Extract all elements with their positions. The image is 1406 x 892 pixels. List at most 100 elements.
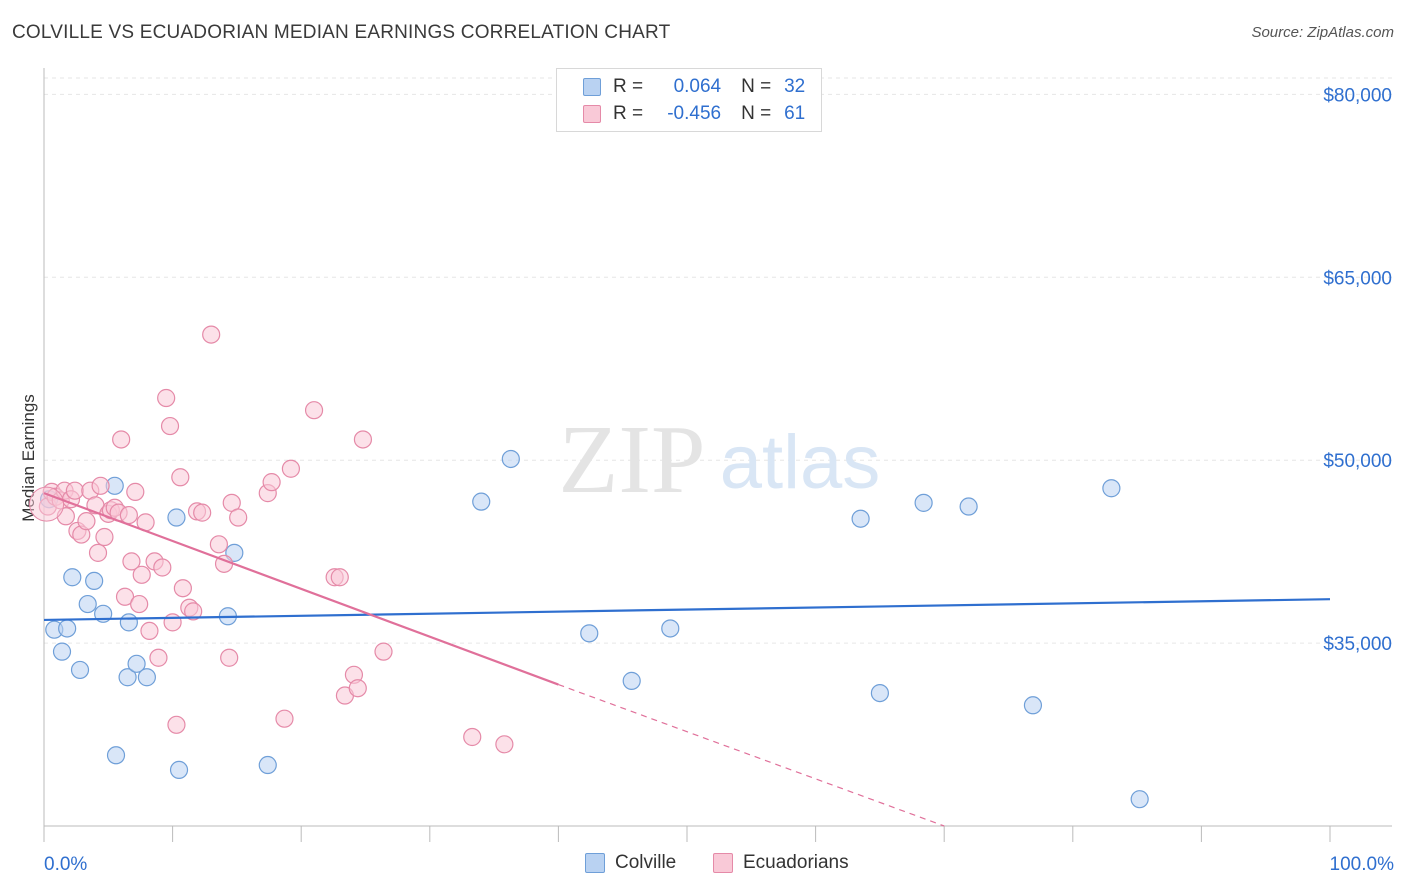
colville-point [78,594,97,614]
ecuadorians-point [171,468,190,487]
colville-point [58,619,77,638]
colville-swatch [583,78,601,96]
ecuadorians-point [132,565,151,584]
colville-point [661,619,680,638]
ecuadorians-point [119,505,138,525]
ecuadorians-swatch [583,105,601,123]
colville-point [52,642,72,661]
ecuadorians-point [173,579,192,598]
y-tick-labels: $35,000 $50,000 $65,000 $80,000 [1323,85,1392,655]
ecuadorians-point [126,482,145,501]
colville-point [472,492,491,511]
ecuadorians-point [220,648,239,667]
watermark: ZIP atlas [559,406,881,514]
ecuadorians-point [209,535,228,554]
colville-point [70,660,90,680]
x-tick-label: 100.0% [1330,854,1395,875]
ecuadorians-point [262,473,281,492]
colville-point [870,683,890,703]
colville-point [167,508,186,527]
colville-point [169,760,189,780]
data-points [29,325,1149,809]
colville-point [63,568,82,587]
y-tick-label: $50,000 [1323,451,1392,472]
y-axis-label: Median Earnings [19,394,38,522]
ecuadorians-point [112,430,131,449]
colville-trend-line [43,598,1331,622]
colville-point [959,497,978,516]
bottom-legend-ecuadorians: Ecuadorians [713,852,849,874]
x-tick-label: 0.0% [44,854,87,875]
source-label: Source: ZipAtlas.com [1251,24,1394,41]
colville-point [258,755,277,775]
ecuadorians-point [304,401,324,420]
r-label: R = [613,76,644,97]
ecuadorians-point [140,621,159,641]
colville-point [85,571,104,591]
colville-point [914,493,933,512]
ecuadorians-n-value: 61 [784,103,806,124]
r-label: R = [613,103,644,124]
colville-point [106,746,126,765]
colville-point [127,654,146,673]
axes [43,68,1392,842]
ecuadorians-point [153,558,172,577]
n-label: N = [741,103,772,124]
ecuadorians-trend-extension [558,683,945,827]
ecuadorians-point [29,486,65,522]
ecuadorians-point [281,459,301,478]
colville-n-value: 32 [784,76,806,97]
colville-point [118,668,137,687]
ecuadorians-point [91,476,110,495]
ecuadorians-point [149,648,168,667]
ecuadorians-point [157,388,176,408]
ecuadorians-point [330,568,349,587]
colville-point [1102,479,1121,498]
n-label: N = [741,76,772,97]
ecuadorians-point [65,481,84,500]
ecuadorians-point [202,325,221,344]
ecuadorians-point [374,642,393,661]
ecuadorians-point [463,727,482,747]
ecuadorians-point [193,503,212,522]
legend-row-colville: R = 0.064 N = 32 [583,75,805,99]
y-tick-label: $35,000 [1323,634,1392,655]
colville-legend-swatch [585,853,605,873]
ecuadorians-point [184,602,203,621]
colville-point [501,449,520,469]
colville-r-value: 0.064 [673,76,722,97]
ecuadorians-point [275,709,294,728]
watermark-atlas: atlas [720,420,881,505]
colville-point [137,668,156,687]
colville-legend-label: Colville [615,852,677,873]
ecuadorians-point [353,430,373,449]
ecuadorians-point [95,527,114,547]
y-tick-label: $65,000 [1323,268,1392,289]
colville-point [1023,696,1043,715]
chart-title: COLVILLE VS ECUADORIAN MEDIAN EARNINGS C… [12,22,671,43]
trend-lines [43,492,1331,827]
ecuadorians-point [88,543,108,562]
colville-point [580,624,599,643]
ecuadorians-point [130,594,149,614]
ecuadorians-point [229,508,248,527]
ecuadorians-r-value: -0.456 [667,103,722,124]
gridlines [44,77,1392,644]
colville-point [119,613,138,632]
ecuadorians-point [160,416,180,436]
ecuadorians-legend-swatch [713,853,733,873]
correlation-legend: R = 0.064 N = 32 R = -0.456 N = 61 [556,68,822,132]
ecuadorians-point [115,587,135,606]
ecuadorians-point [163,613,182,632]
ecuadorians-legend-label: Ecuadorians [743,852,849,873]
legend-row-ecuadorians: R = -0.456 N = 61 [583,102,805,126]
ecuadorians-point [495,735,514,754]
bottom-legend-colville: Colville [585,852,676,874]
ecuadorians-point [167,715,186,734]
colville-point [1130,790,1149,809]
ecuadorians-point [122,552,141,571]
ecuadorians-point [348,679,367,698]
ecuadorians-point [77,512,96,531]
y-tick-label: $80,000 [1323,85,1392,106]
